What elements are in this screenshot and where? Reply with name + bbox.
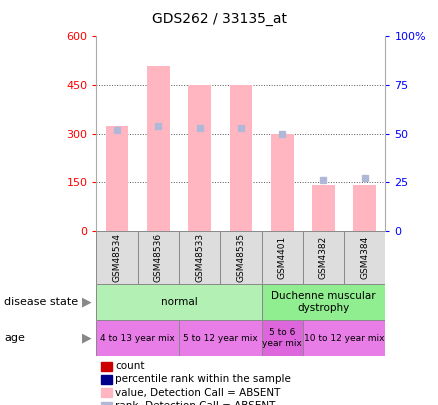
Bar	[230, 85, 252, 231]
Text: normal: normal	[161, 297, 198, 307]
Bar	[106, 126, 128, 231]
Text: GSM48536: GSM48536	[154, 232, 163, 282]
Text: GSM48534: GSM48534	[113, 233, 121, 281]
Text: value, Detection Call = ABSENT: value, Detection Call = ABSENT	[115, 388, 281, 398]
Bar	[147, 66, 170, 231]
Text: 5 to 12 year mix: 5 to 12 year mix	[183, 334, 258, 343]
Bar	[271, 134, 293, 231]
Bar	[188, 85, 211, 231]
Bar	[344, 231, 385, 284]
Bar	[179, 231, 220, 284]
Bar	[261, 320, 303, 356]
Bar	[353, 185, 376, 231]
Text: ▶: ▶	[82, 332, 92, 345]
Bar	[261, 284, 385, 320]
Bar	[220, 231, 261, 284]
Text: disease state: disease state	[4, 297, 78, 307]
Text: 10 to 12 year mix: 10 to 12 year mix	[304, 334, 385, 343]
Text: rank, Detection Call = ABSENT: rank, Detection Call = ABSENT	[115, 401, 276, 405]
Text: ▶: ▶	[82, 295, 92, 308]
Bar	[179, 320, 261, 356]
Text: count: count	[115, 361, 145, 371]
Bar	[303, 231, 344, 284]
Text: GSM4382: GSM4382	[319, 236, 328, 279]
Text: GSM4384: GSM4384	[360, 236, 369, 279]
Text: GSM48533: GSM48533	[195, 232, 204, 282]
Bar	[312, 185, 335, 231]
Bar	[96, 320, 179, 356]
Bar	[303, 320, 385, 356]
Text: 5 to 6
year mix: 5 to 6 year mix	[262, 328, 302, 348]
Text: percentile rank within the sample: percentile rank within the sample	[115, 375, 291, 384]
Bar	[96, 231, 138, 284]
Text: GSM48535: GSM48535	[237, 232, 245, 282]
Text: Duchenne muscular
dystrophy: Duchenne muscular dystrophy	[271, 291, 376, 313]
Text: age: age	[4, 333, 25, 343]
Bar	[138, 231, 179, 284]
Text: GDS262 / 33135_at: GDS262 / 33135_at	[152, 12, 286, 26]
Text: 4 to 13 year mix: 4 to 13 year mix	[100, 334, 175, 343]
Text: GSM4401: GSM4401	[278, 236, 287, 279]
Bar	[261, 231, 303, 284]
Bar	[96, 284, 261, 320]
